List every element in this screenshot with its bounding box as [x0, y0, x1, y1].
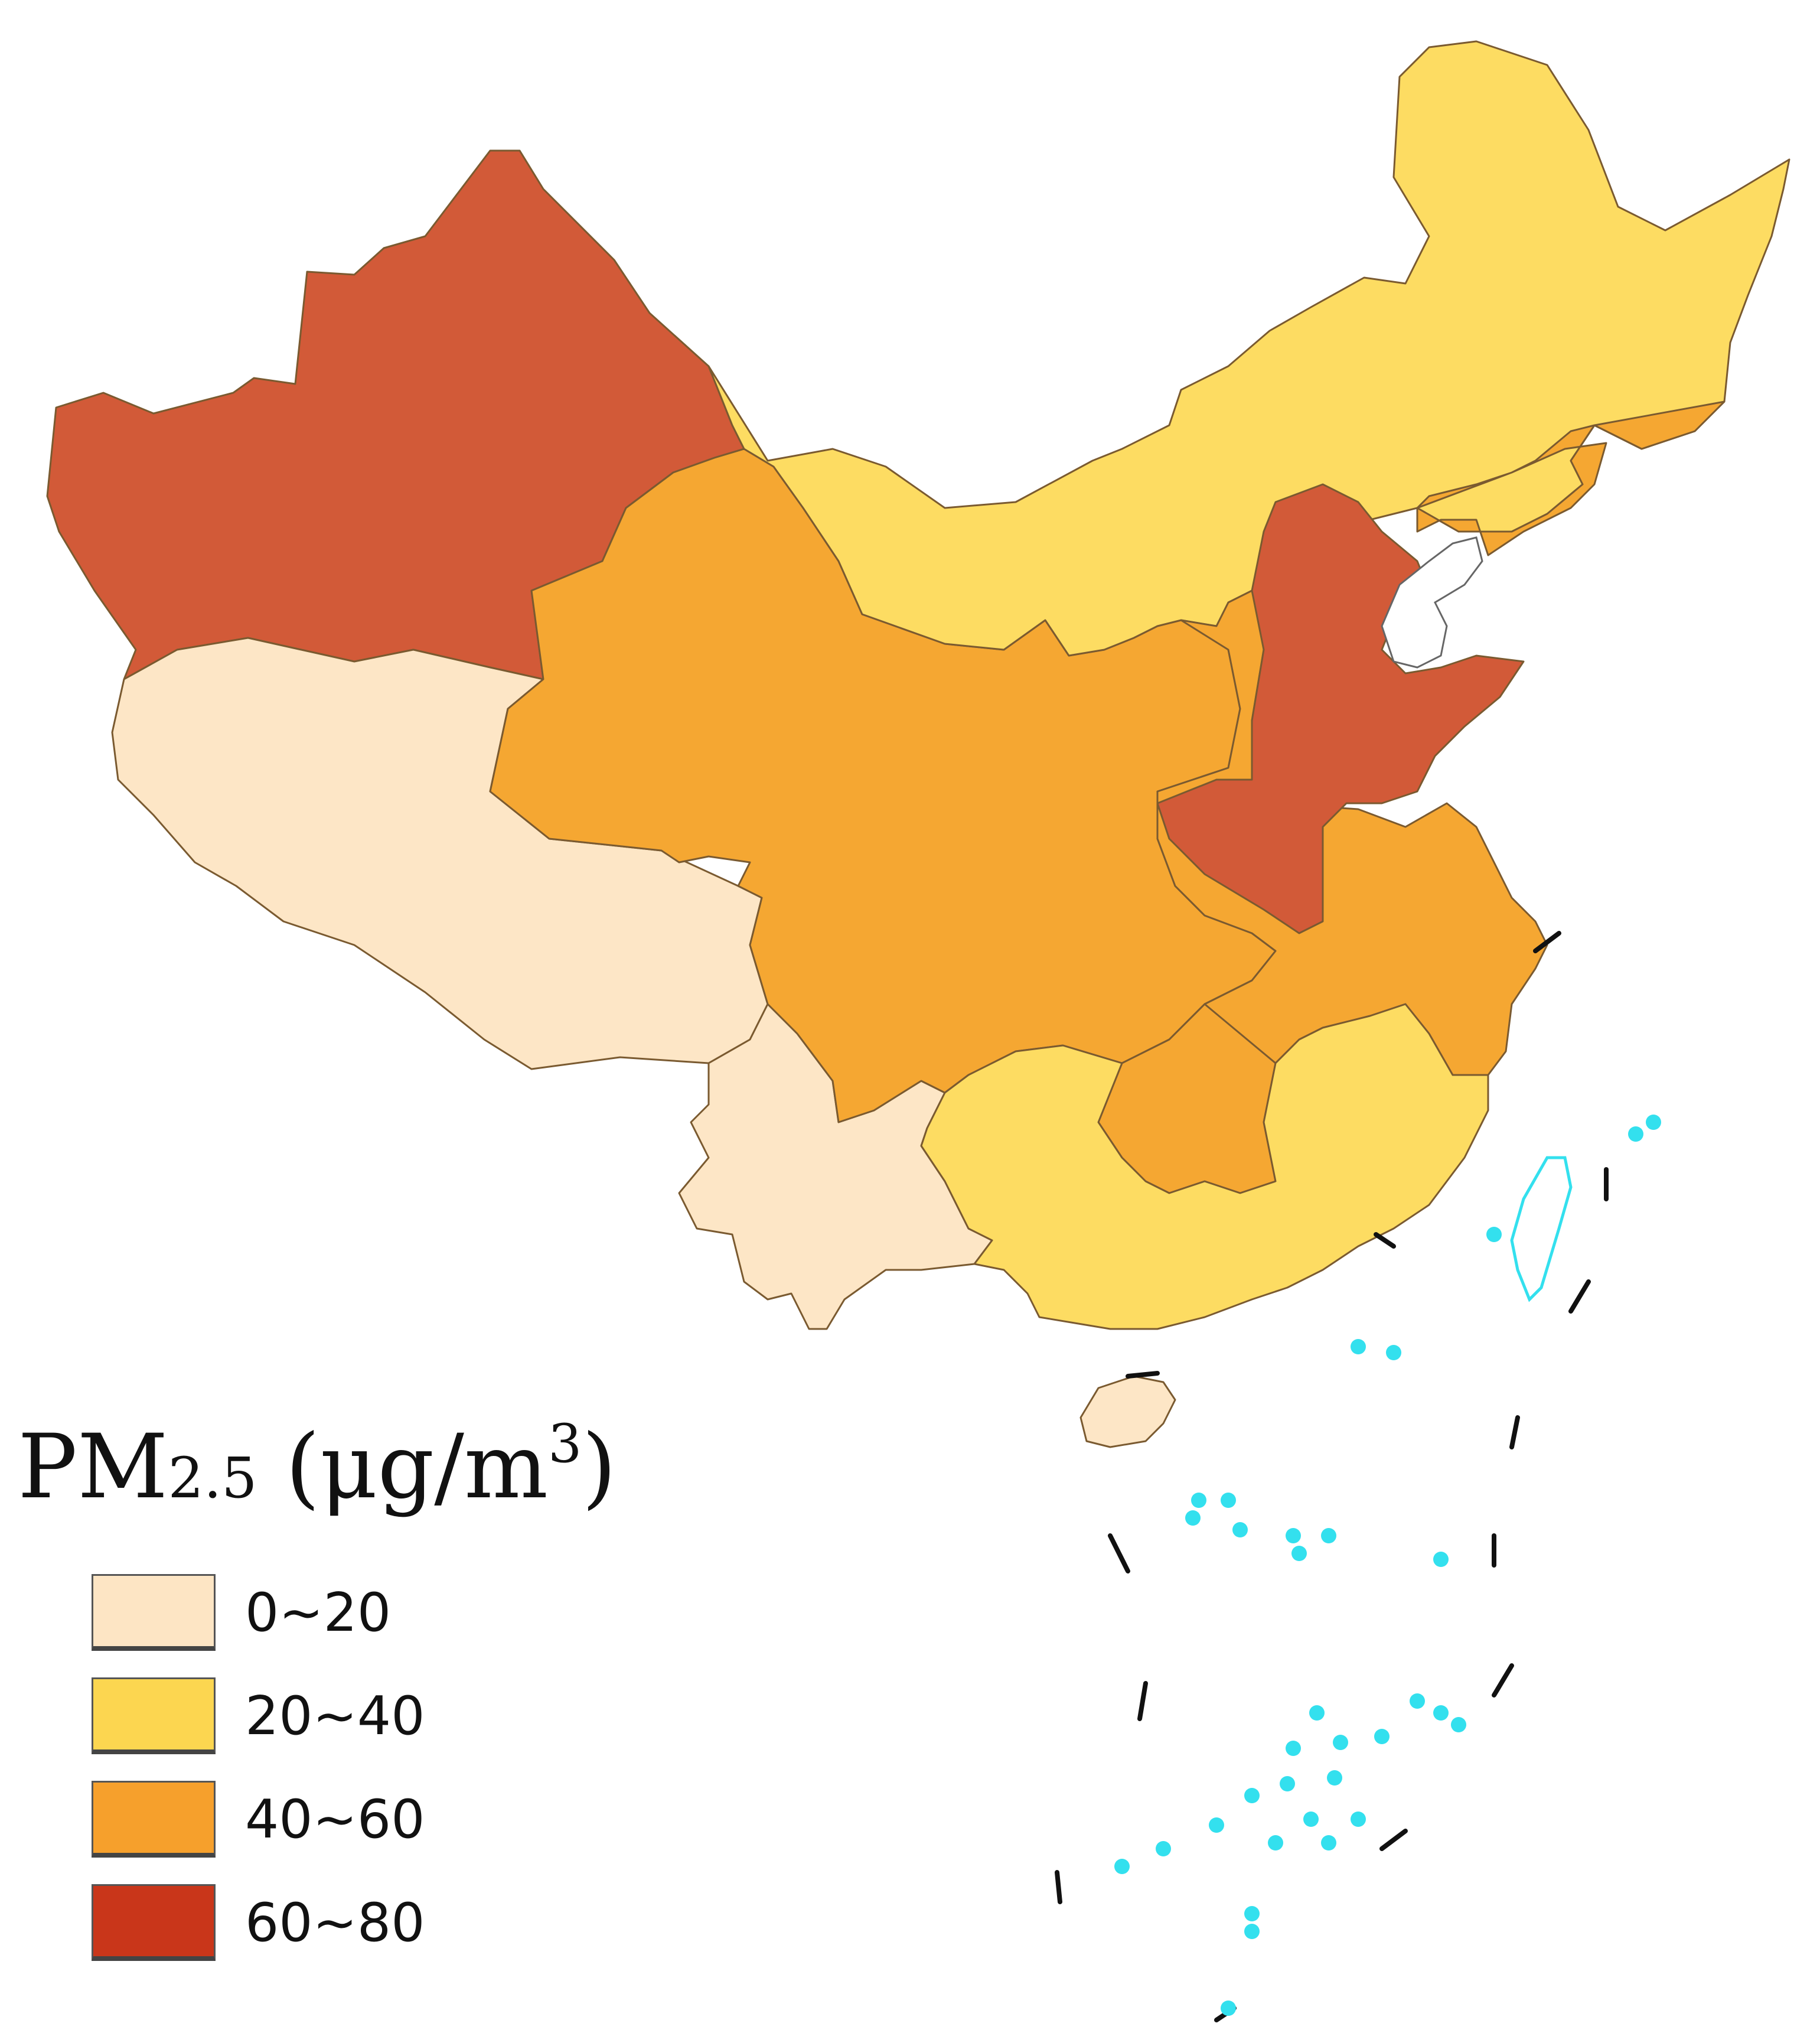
- island-dot: [1244, 1788, 1260, 1803]
- island-dot: [1351, 1339, 1366, 1354]
- island-dot: [1646, 1115, 1661, 1130]
- island-dot: [1351, 1812, 1366, 1827]
- region-liaoning: [1416, 400, 1726, 556]
- legend-label: 20~40: [245, 1685, 425, 1747]
- island-dot: [1280, 1776, 1295, 1791]
- island-dot: [1327, 1770, 1342, 1786]
- region-south-china: [920, 1003, 1489, 1330]
- legend-swatch: [92, 1884, 216, 1961]
- region-taiwan: [1510, 1156, 1573, 1302]
- island-dot: [1291, 1546, 1307, 1561]
- legend-label: 0~20: [245, 1582, 392, 1644]
- region-inner-mongolia-northeast: [707, 40, 1790, 657]
- legend-swatch: [92, 1574, 216, 1651]
- island-dot: [1386, 1345, 1401, 1360]
- island-dot: [1410, 1693, 1425, 1709]
- island-dot: [1321, 1528, 1336, 1543]
- legend-label: 60~80: [245, 1892, 425, 1954]
- island-dot: [1209, 1817, 1224, 1833]
- island-dot: [1185, 1510, 1201, 1526]
- island-dot: [1286, 1741, 1301, 1756]
- island-dot: [1232, 1522, 1248, 1537]
- island-dot: [1433, 1552, 1449, 1567]
- island-dot: [1114, 1859, 1130, 1874]
- island-dot: [1244, 1924, 1260, 1939]
- island-dot: [1333, 1735, 1348, 1750]
- island-dot: [1433, 1705, 1449, 1721]
- legend-title-superscript: 3: [548, 1413, 582, 1475]
- legend-title: PM2.5 (μg/m3): [18, 1418, 617, 1512]
- island-dot: [1303, 1812, 1319, 1827]
- island-dot: [1156, 1841, 1171, 1856]
- island-dot: [1221, 1493, 1236, 1508]
- island-dot: [1321, 1835, 1336, 1850]
- island-dot: [1221, 2001, 1236, 2016]
- island-dot: [1244, 1906, 1260, 1921]
- legend-title-prefix: PM: [18, 1416, 168, 1519]
- legend-title-unit: (μg/m: [257, 1416, 549, 1519]
- island-dot: [1286, 1528, 1301, 1543]
- legend-label: 40~60: [245, 1788, 425, 1850]
- island-dot: [1451, 1717, 1466, 1732]
- legend-swatch: [92, 1781, 216, 1858]
- sea-islands: [1114, 1115, 1661, 2016]
- island-dot: [1628, 1126, 1643, 1142]
- region-hainan: [1079, 1375, 1176, 1448]
- legend-title-subscript: 2.5: [168, 1446, 257, 1511]
- island-dot: [1374, 1729, 1390, 1744]
- legend-swatch: [92, 1677, 216, 1754]
- region-north-china-plain: [1156, 483, 1525, 934]
- island-dot: [1309, 1705, 1325, 1721]
- island-dot: [1191, 1493, 1206, 1508]
- island-dot: [1268, 1835, 1283, 1850]
- island-dot: [1486, 1227, 1502, 1242]
- legend-title-unit-close: ): [582, 1416, 617, 1519]
- bohai-sea: [1381, 536, 1483, 669]
